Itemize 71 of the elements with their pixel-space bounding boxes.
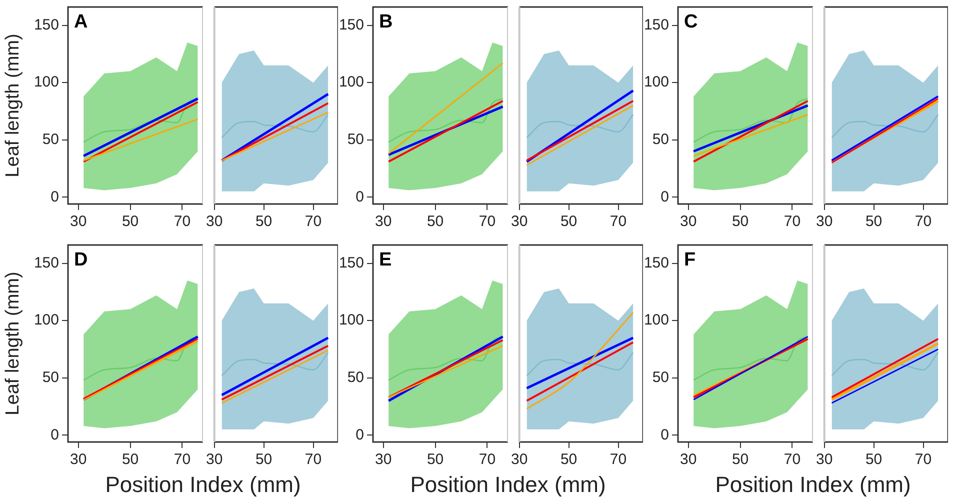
- x-tick-label: 70: [304, 213, 322, 230]
- x-tick-label: 30: [511, 451, 528, 468]
- y-tick-label: 0: [356, 426, 364, 444]
- x-tick-label: 70: [610, 451, 627, 468]
- x-tick-label: 30: [816, 451, 833, 468]
- y-axis-title: Leaf length (mm): [2, 272, 24, 416]
- x-tick-label: 50: [732, 213, 749, 230]
- x-axis-title: Position Index (mm): [409, 472, 607, 498]
- chart-title: C: [684, 12, 698, 33]
- y-tick-label: 0: [660, 426, 669, 444]
- x-tick-label: 50: [560, 451, 578, 468]
- x-tick-label: 30: [70, 213, 87, 230]
- y-tick-label: 150: [34, 254, 59, 272]
- x-tick-label: 30: [816, 213, 833, 230]
- y-tick-label: 100: [644, 312, 669, 329]
- x-axis-title: Position Index (mm): [714, 472, 912, 498]
- y-tick-label: 0: [356, 188, 364, 206]
- y-axis-title: Leaf length (mm): [2, 34, 24, 178]
- chart-title: F: [684, 250, 696, 271]
- x-tick-label: 50: [865, 213, 882, 230]
- y-tick-label: 150: [338, 16, 364, 34]
- y-tick-label: 50: [652, 131, 669, 148]
- x-tick-label: 70: [304, 451, 322, 468]
- x-tick-label: 30: [206, 213, 223, 230]
- chart-title: D: [74, 250, 88, 271]
- x-tick-label: 30: [375, 213, 392, 230]
- x-tick-label: 50: [865, 451, 882, 468]
- y-tick-label: 100: [644, 74, 669, 91]
- y-tick-label: 100: [338, 312, 364, 329]
- y-tick-label: 150: [338, 254, 364, 272]
- y-tick-label: 150: [34, 16, 59, 34]
- chart-title: B: [379, 12, 393, 33]
- chart-title: A: [74, 12, 88, 33]
- x-tick-label: 70: [478, 451, 496, 468]
- y-tick-label: 100: [34, 74, 59, 91]
- y-tick-label: 50: [347, 131, 364, 148]
- x-tick-label: 30: [206, 451, 223, 468]
- x-tick-label: 70: [914, 213, 932, 230]
- y-tick-label: 150: [644, 254, 669, 272]
- y-tick-label: 100: [338, 74, 364, 91]
- x-tick-label: 70: [478, 213, 496, 230]
- x-tick-label: 70: [174, 213, 191, 230]
- y-tick-label: 50: [652, 369, 669, 386]
- x-tick-label: 50: [732, 451, 749, 468]
- x-tick-label: 70: [784, 213, 801, 230]
- y-tick-label: 0: [50, 426, 59, 444]
- chart-title: E: [379, 250, 392, 271]
- x-tick-label: 70: [914, 451, 932, 468]
- x-tick-label: 70: [174, 451, 191, 468]
- x-tick-label: 50: [122, 213, 139, 230]
- x-tick-label: 50: [426, 213, 444, 230]
- x-tick-label: 50: [122, 451, 139, 468]
- y-tick-label: 50: [42, 369, 59, 386]
- y-tick-label: 0: [660, 188, 669, 206]
- x-tick-label: 30: [680, 451, 697, 468]
- x-tick-label: 30: [375, 451, 392, 468]
- x-tick-label: 50: [255, 451, 272, 468]
- x-tick-label: 50: [255, 213, 272, 230]
- x-tick-label: 30: [680, 213, 697, 230]
- y-tick-label: 50: [42, 131, 59, 148]
- y-tick-label: 150: [644, 16, 669, 34]
- x-tick-label: 30: [511, 213, 528, 230]
- x-tick-label: 50: [426, 451, 444, 468]
- x-tick-label: 50: [560, 213, 578, 230]
- y-tick-label: 100: [34, 312, 59, 329]
- x-tick-label: 70: [610, 213, 627, 230]
- x-axis-title: Position Index (mm): [104, 472, 302, 498]
- x-tick-label: 30: [70, 451, 87, 468]
- y-tick-label: 50: [347, 369, 364, 386]
- y-tick-label: 0: [50, 188, 59, 206]
- x-tick-label: 70: [784, 451, 801, 468]
